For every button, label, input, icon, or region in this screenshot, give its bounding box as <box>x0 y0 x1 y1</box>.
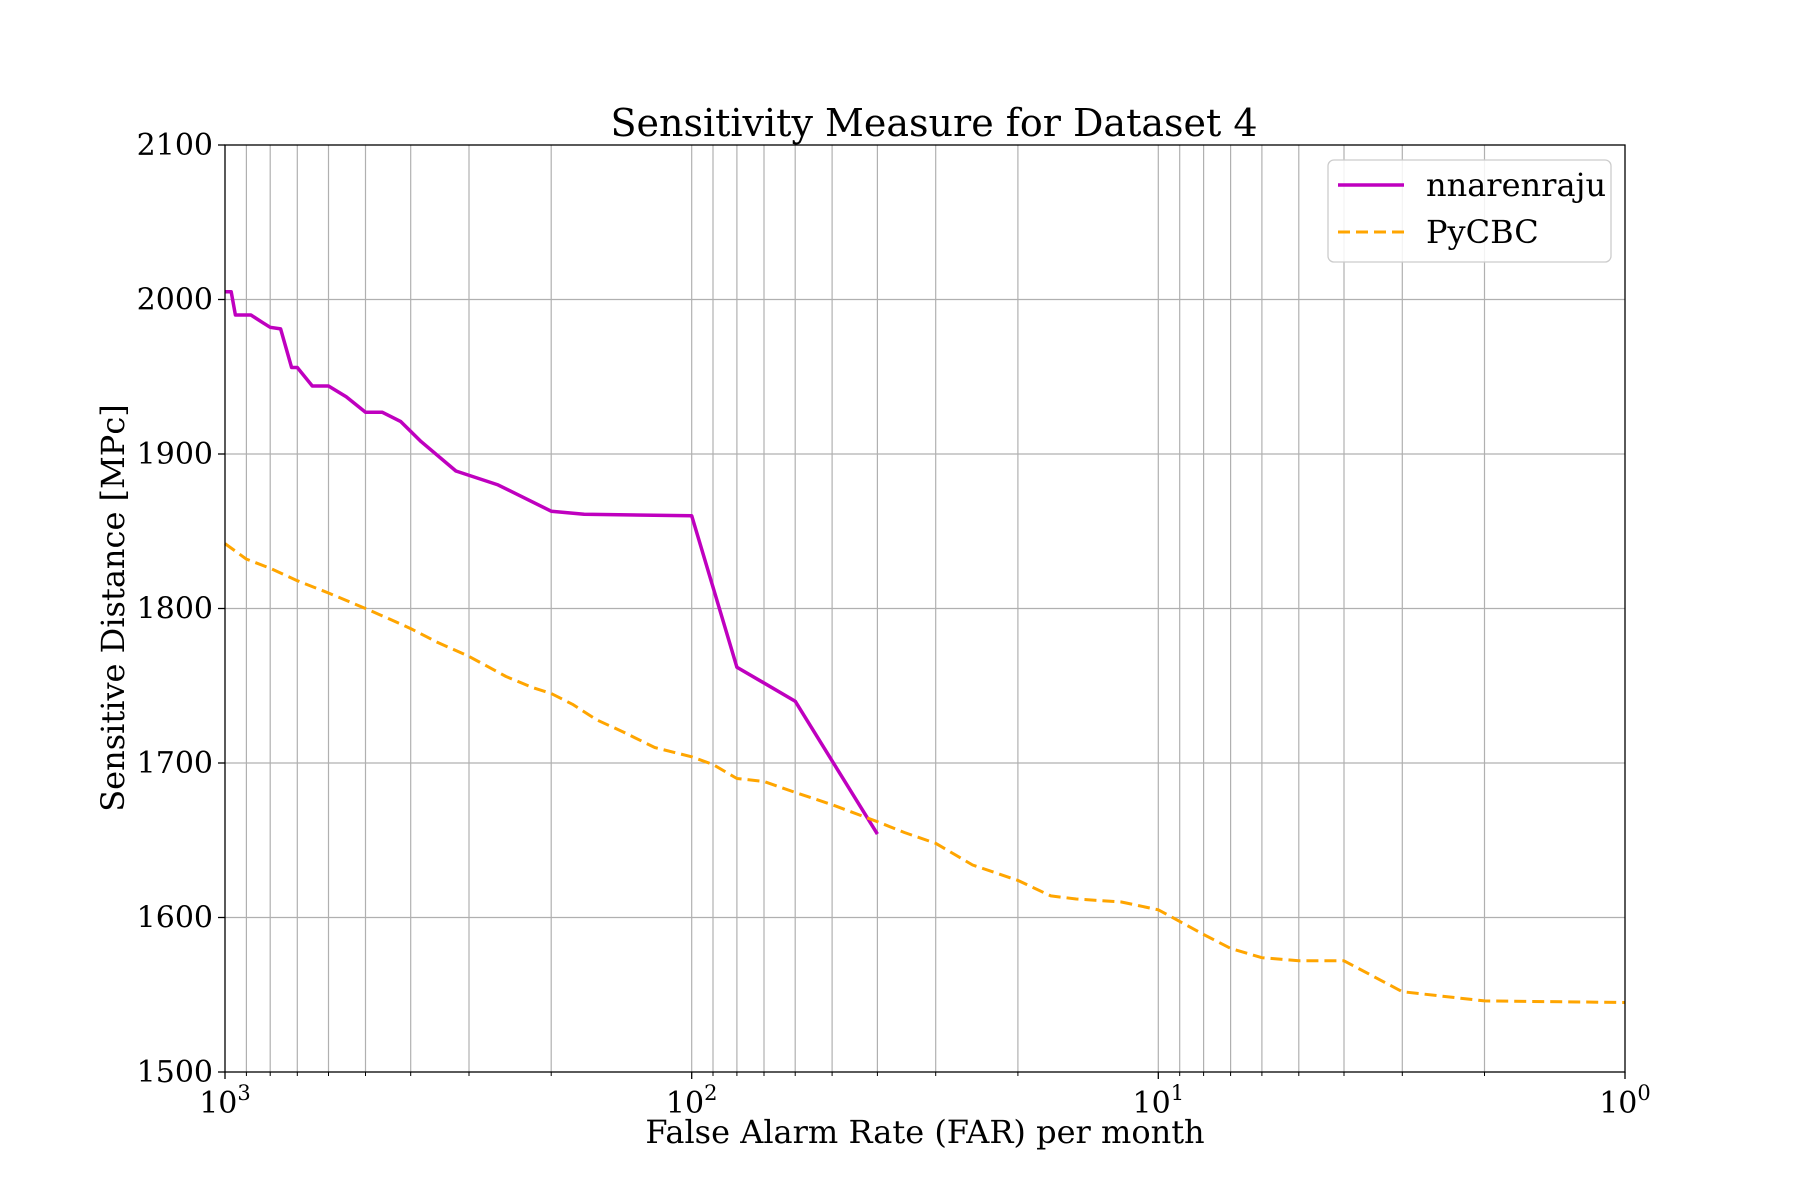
y-axis-label: Sensitive Distance [MPc] <box>94 404 132 811</box>
grid-lines <box>225 145 1625 1072</box>
x-tick-label: 100 <box>1599 1081 1651 1121</box>
chart-title: Sensitivity Measure for Dataset 4 <box>610 101 1257 145</box>
y-tick-label: 2100 <box>137 128 213 163</box>
x-tick-label: 103 <box>199 1081 251 1121</box>
x-tick-label: 102 <box>666 1081 718 1121</box>
series-line-nnarenraju <box>225 290 879 836</box>
series-lines <box>224 290 1626 1004</box>
y-tick-label: 1800 <box>137 592 213 627</box>
legend: nnarenraju PyCBC <box>1327 159 1612 263</box>
legend-label-nnarenraju: nnarenraju <box>1426 166 1606 204</box>
legend-label-pycbc: PyCBC <box>1426 213 1539 251</box>
axis-ticks: 1500 1600 1700 1800 1900 2000 2100 103 102 101 100 <box>137 128 1651 1121</box>
series-line-pycbc <box>224 542 1626 1004</box>
x-tick-label: 101 <box>1133 1081 1185 1121</box>
y-tick-label: 2000 <box>137 283 213 318</box>
x-axis-label: False Alarm Rate (FAR) per month <box>645 1113 1204 1151</box>
y-tick-label: 1900 <box>137 437 213 472</box>
y-tick-label: 1600 <box>137 901 213 936</box>
y-tick-label: 1700 <box>137 746 213 781</box>
y-tick-label: 1500 <box>137 1055 213 1090</box>
